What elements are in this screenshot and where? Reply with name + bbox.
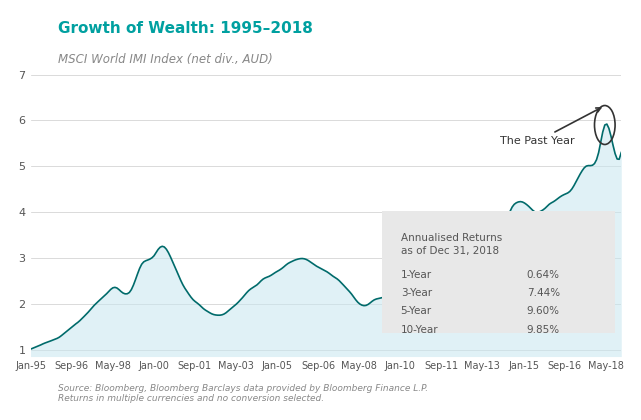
Text: The Past Year: The Past Year (501, 108, 601, 146)
Text: Source: Bloomberg, Bloomberg Barclays data provided by Bloomberg Finance L.P.
Re: Source: Bloomberg, Bloomberg Barclays da… (58, 384, 428, 403)
Text: Growth of Wealth: 1995–2018: Growth of Wealth: 1995–2018 (58, 21, 313, 36)
Text: MSCI World IMI Index (net div., AUD): MSCI World IMI Index (net div., AUD) (58, 52, 272, 66)
